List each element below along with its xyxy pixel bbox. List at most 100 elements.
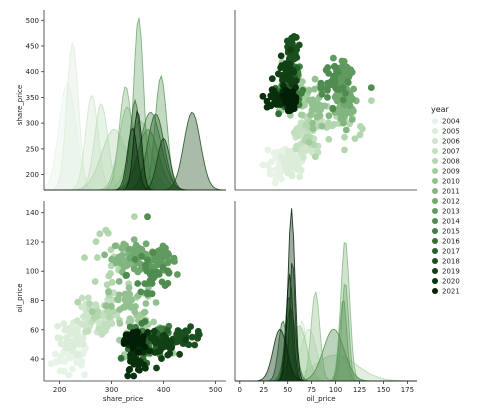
scatter-point-2018	[173, 330, 181, 338]
scatter-point-2007	[101, 320, 109, 328]
legend-marker-2007	[432, 148, 438, 154]
scatter-point-2010	[307, 111, 314, 119]
legend-label-2012: 2012	[442, 198, 460, 206]
scatter-point-2020	[270, 87, 278, 95]
scatter-point-2010	[308, 106, 316, 114]
scatter-point-2021	[130, 339, 138, 346]
x-tick-label: 75	[307, 386, 316, 394]
scatter-point-2004	[81, 371, 88, 379]
scatter-point-2010	[108, 302, 115, 310]
legend-marker-2012	[432, 198, 438, 204]
scatter-point-2008	[106, 313, 113, 320]
scatter-point-2010	[121, 290, 129, 298]
scatter-point-2009	[126, 315, 134, 323]
scatter-point-2014	[162, 281, 170, 289]
scatter-point-2011	[119, 256, 127, 264]
legend-label-2020: 2020	[442, 278, 460, 286]
panel-oil-vs-share-scatter-bottom	[47, 213, 203, 380]
legend-label-2021: 2021	[442, 288, 460, 296]
scatter-point-2013	[174, 271, 181, 278]
scatter-point-2013	[151, 256, 159, 264]
scatter-point-2020	[130, 360, 138, 368]
scatter-point-2013	[342, 65, 349, 73]
scatter-point-2014	[332, 84, 340, 92]
legend-marker-2020	[432, 278, 438, 284]
scatter-point-2013	[330, 54, 337, 62]
legend-label-2008: 2008	[442, 158, 460, 166]
scatter-point-2007	[293, 142, 301, 150]
scatter-point-2019	[285, 76, 293, 84]
x-axis-label-oil-price: oil_price	[306, 395, 335, 403]
scatter-point-2018	[191, 341, 199, 349]
scatter-point-2014	[323, 66, 331, 73]
y-axis-label-share-price: share_price	[16, 85, 24, 125]
scatter-point-2008	[311, 141, 318, 149]
legend-label-2004: 2004	[442, 118, 460, 126]
scatter-point-2009	[88, 308, 96, 316]
scatter-point-2008	[92, 238, 100, 246]
scatter-point-2012	[138, 246, 146, 253]
x-tick-label: 150	[377, 386, 390, 394]
scatter-point-2004	[264, 146, 272, 154]
scatter-point-2019	[150, 333, 158, 341]
scatter-point-2011	[342, 126, 350, 134]
scatter-point-2014	[344, 78, 352, 86]
y-tick-label: 40	[30, 356, 39, 364]
legend-label-2006: 2006	[442, 138, 460, 146]
scatter-point-2004	[78, 361, 85, 369]
scatter-point-2011	[348, 116, 356, 123]
scatter-point-2005	[277, 153, 285, 161]
legend-marker-2014	[432, 218, 438, 224]
scatter-point-2019	[288, 67, 296, 74]
scatter-point-2014	[144, 280, 152, 287]
scatter-point-2020	[263, 97, 271, 105]
scatter-point-2008	[108, 278, 116, 286]
scatter-point-2014	[142, 261, 149, 269]
y-tick-label: 500	[26, 17, 39, 25]
scatter-point-2018	[291, 55, 298, 63]
scatter-point-2007	[98, 331, 106, 338]
scatter-point-2008	[302, 121, 310, 129]
x-tick-label: 25	[259, 386, 268, 394]
scatter-point-2016	[117, 354, 125, 362]
scatter-point-2019	[279, 76, 286, 84]
scatter-point-2018	[188, 333, 196, 341]
legend-label-2014: 2014	[442, 218, 460, 226]
scatter-point-2019	[287, 46, 295, 54]
scatter-point-2005	[69, 346, 76, 354]
scatter-point-2020	[124, 372, 132, 380]
legend-marker-2009	[432, 168, 438, 174]
scatter-point-2004	[52, 350, 59, 358]
scatter-point-2019	[153, 364, 160, 372]
scatter-point-2004	[61, 357, 69, 365]
scatter-point-2008	[104, 229, 112, 237]
scatter-point-2021	[135, 348, 143, 356]
scatter-point-2020	[267, 93, 275, 101]
scatter-point-2009	[297, 111, 305, 119]
scatter-point-2009	[299, 78, 306, 85]
scatter-point-2008	[110, 308, 117, 315]
y-tick-label: 300	[26, 120, 39, 128]
legend-label-2019: 2019	[442, 268, 460, 276]
scatter-point-2014	[317, 79, 325, 87]
scatter-point-2020	[144, 329, 152, 336]
x-tick-label: 125	[353, 386, 366, 394]
scatter-point-2015	[298, 90, 305, 97]
legend-marker-2019	[432, 268, 438, 274]
scatter-point-2021	[284, 107, 292, 115]
scatter-point-2008	[351, 135, 359, 143]
legend-label-2010: 2010	[442, 178, 460, 186]
scatter-point-2007	[95, 325, 103, 332]
scatter-point-2012	[346, 102, 354, 109]
scatter-point-2014	[342, 89, 349, 97]
scatter-point-2011	[325, 112, 333, 120]
scatter-point-2015	[126, 323, 134, 331]
scatter-point-2014	[324, 94, 331, 101]
scatter-point-2018	[185, 341, 193, 349]
scatter-point-2020	[125, 366, 133, 374]
legend-marker-2013	[432, 208, 438, 214]
scatter-point-2019	[158, 355, 165, 362]
scatter-point-2008	[131, 213, 138, 221]
scatter-point-2012	[333, 97, 341, 105]
scatter-point-2006	[82, 321, 90, 329]
